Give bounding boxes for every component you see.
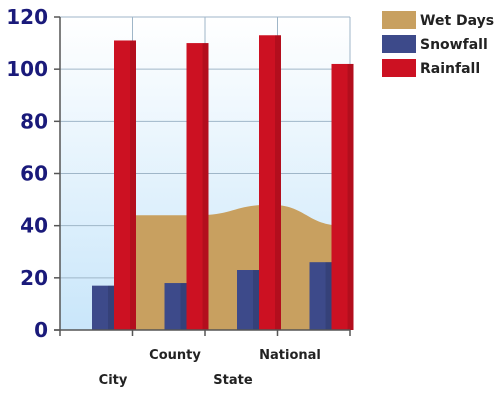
bar-shade-snowfall [325,262,332,330]
y-tick-label: 20 [20,266,48,290]
legend-swatch [382,35,416,53]
bar-rainfall [331,63,354,330]
bar-snowfall [309,262,332,330]
bar-shade-snowfall [253,270,259,330]
x-category-label: County [149,348,201,363]
bar-snowfall [92,285,114,330]
x-category-label: City [99,373,128,388]
bar-shade-rainfall [130,40,136,330]
legend-label: Snowfall [420,37,488,53]
legend-label: Wet Days [420,13,494,29]
bar-rainfall [186,43,209,330]
bar-rainfall [114,40,136,330]
bar-shade-rainfall [275,35,281,331]
legend-swatch [382,11,416,29]
y-tick-label: 100 [6,57,48,81]
bar-rainfall [259,35,281,331]
bar-snowfall [164,283,187,330]
y-tick-label: 40 [20,214,48,238]
x-category-label: State [213,373,253,388]
y-tick-label: 120 [6,5,48,29]
y-tick-label: 60 [20,162,48,186]
bar-shade-rainfall [202,43,209,330]
bar-shade-rainfall [347,63,354,330]
legend-swatch [382,59,416,77]
y-tick-label: 80 [20,109,48,133]
legend-label: Rainfall [420,61,480,77]
bar-shade-snowfall [180,283,187,330]
y-tick-label: 0 [34,318,48,342]
bar-shade-snowfall [108,285,114,330]
x-category-label: National [259,348,321,363]
bar-snowfall [237,270,259,330]
